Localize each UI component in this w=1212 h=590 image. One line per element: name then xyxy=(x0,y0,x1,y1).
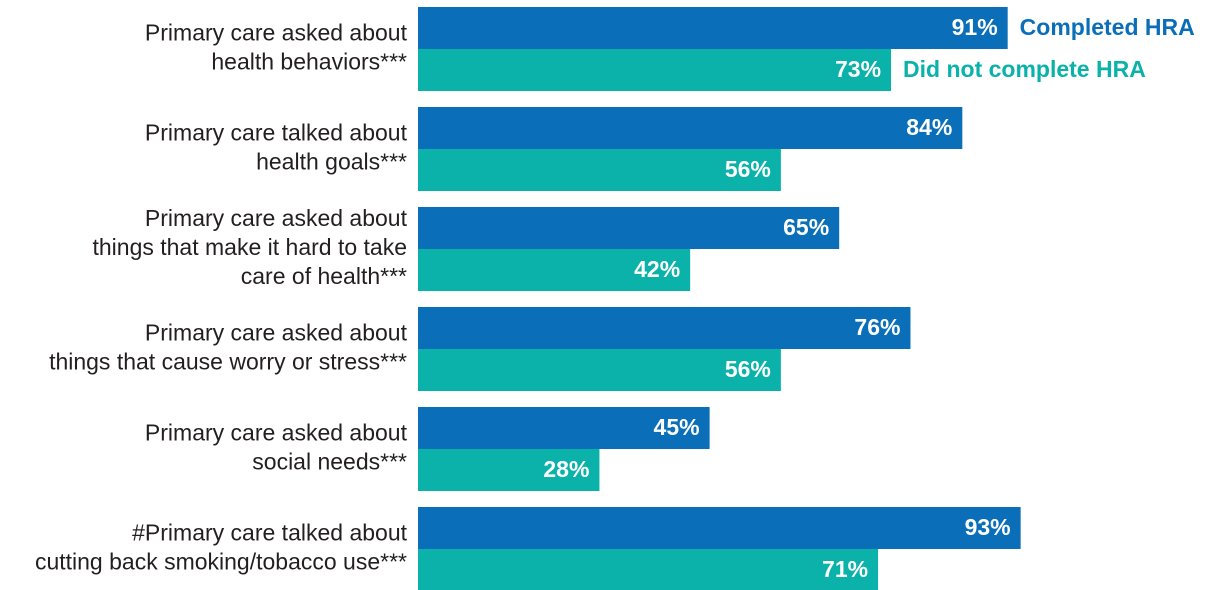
value-label: 56% xyxy=(725,356,771,382)
value-label: 76% xyxy=(854,314,900,340)
value-label: 84% xyxy=(906,114,952,140)
value-label: 71% xyxy=(822,556,868,582)
category-label-line: Primary care asked about xyxy=(145,205,408,231)
category-label-line: Primary care asked about xyxy=(145,20,408,46)
category-label-line: health goals*** xyxy=(256,149,407,175)
value-label: 42% xyxy=(634,256,680,282)
value-label: 73% xyxy=(835,56,881,82)
bar-completed-hra xyxy=(418,207,840,249)
category-label-line: things that make it hard to take xyxy=(92,234,407,260)
bar-completed-hra xyxy=(418,307,911,349)
legend: Completed HRA Did not complete HRA xyxy=(903,14,1195,82)
value-label: 91% xyxy=(952,14,998,40)
bar-did-not-complete-hra xyxy=(418,249,691,291)
bars xyxy=(418,7,1021,590)
bar-completed-hra xyxy=(418,407,710,449)
value-label: 28% xyxy=(543,456,589,482)
bar-completed-hra xyxy=(418,507,1021,549)
bar-did-not-complete-hra xyxy=(418,449,600,491)
category-label-line: health behaviors*** xyxy=(211,49,407,75)
bar-did-not-complete-hra xyxy=(418,549,879,590)
category-label-line: social needs*** xyxy=(252,449,407,475)
value-labels: 91% 73% 84% 56% 65% 42% 76% 56% 45% 28% 93% 71% xyxy=(543,14,1010,582)
legend-entry: Completed HRA xyxy=(1020,14,1195,40)
value-label: 56% xyxy=(725,156,771,182)
value-label: 65% xyxy=(783,214,829,240)
category-label-line: #Primary care talked about xyxy=(132,520,407,546)
bar-completed-hra xyxy=(418,7,1008,49)
bar-did-not-complete-hra xyxy=(418,349,781,391)
category-labels: Primary care asked about health behaviors… xyxy=(35,20,408,575)
bar-did-not-complete-hra xyxy=(418,149,781,191)
value-label: 93% xyxy=(965,514,1011,540)
category-label-line: cutting back smoking/tobacco use*** xyxy=(35,549,407,575)
category-label-line: Primary care asked about xyxy=(145,420,408,446)
bar-completed-hra xyxy=(418,107,963,149)
category-label-line: Primary care asked about xyxy=(145,320,408,346)
legend-entry: Did not complete HRA xyxy=(903,56,1146,82)
bar-did-not-complete-hra xyxy=(418,49,892,91)
value-label: 45% xyxy=(654,414,700,440)
category-label-line: things that cause worry or stress*** xyxy=(49,349,407,375)
category-label-line: care of health*** xyxy=(241,263,407,289)
category-label-line: Primary care talked about xyxy=(145,120,408,146)
